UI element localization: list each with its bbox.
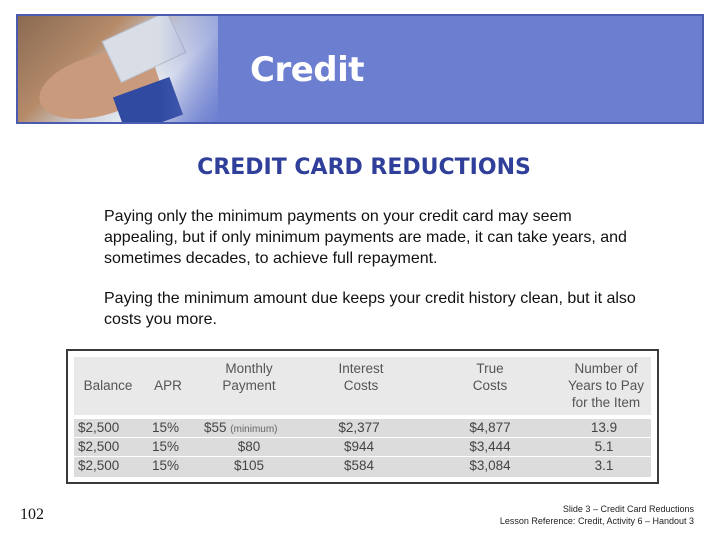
- slide-heading: CREDIT CARD REDUCTIONS: [197, 155, 531, 180]
- cell-years: 5.1: [594, 439, 614, 454]
- cell-payment: $55 (minimum): [204, 420, 278, 435]
- cell-interest: $2,377: [338, 420, 380, 435]
- cell-interest: $944: [343, 439, 375, 454]
- footer-slide-line: Slide 3 – Credit Card Reductions: [562, 504, 694, 514]
- table-body: $2,500 15% $55 (minimum) $2,377 $4,877 1…: [74, 419, 651, 477]
- table-row: $2,500 15% $55 (minimum) $2,377 $4,877 1…: [74, 419, 651, 438]
- paragraph-cost: Paying the minimum amount due keeps your…: [104, 290, 636, 328]
- cell-payment: $80: [237, 439, 261, 454]
- table-header: Balance APR Monthly Payment Interest Cos…: [74, 357, 651, 415]
- table-row: $2,500 15% $80 $944 $3,444 5.1: [74, 438, 651, 457]
- banner-title: Credit: [250, 50, 365, 90]
- slide-footer: Slide 3 – Credit Card Reductions Lesson …: [500, 503, 694, 527]
- header-balance: Balance: [83, 378, 133, 393]
- cell-apr: 15%: [152, 439, 180, 454]
- cell-true-cost: $4,877: [469, 420, 511, 435]
- payment-note: (minimum): [230, 424, 278, 435]
- cell-true-cost: $3,084: [469, 458, 511, 473]
- header-monthly-payment: Monthly Payment: [222, 361, 276, 393]
- cell-years: 3.1: [594, 458, 614, 473]
- banner-fade: [158, 16, 258, 122]
- payment-value: $55: [204, 420, 227, 435]
- cell-years: 13.9: [590, 420, 618, 435]
- header-interest-costs: Interest Costs: [338, 361, 384, 393]
- page-number: 102: [20, 506, 44, 523]
- cell-apr: 15%: [152, 420, 180, 435]
- cell-balance: $2,500: [78, 458, 120, 473]
- cell-true-cost: $3,444: [469, 439, 511, 454]
- footer-lesson-line: Lesson Reference: Credit, Activity 6 – H…: [499, 516, 694, 526]
- header-apr: APR: [154, 378, 182, 393]
- cell-payment: $105: [233, 458, 265, 473]
- table-row: $2,500 15% $105 $584 $3,084 3.1: [74, 457, 651, 476]
- cell-balance: $2,500: [78, 420, 120, 435]
- credit-table: Balance APR Monthly Payment Interest Cos…: [66, 349, 659, 484]
- paragraph-intro: Paying only the minimum payments on your…: [104, 208, 627, 267]
- cell-interest: $584: [343, 458, 375, 473]
- header-years-to-pay: Number of Years to Pay for the Item: [567, 361, 645, 410]
- header-true-costs: True Costs: [472, 361, 508, 393]
- title-banner: Credit: [16, 14, 704, 124]
- cell-balance: $2,500: [78, 439, 120, 454]
- cell-apr: 15%: [152, 458, 180, 473]
